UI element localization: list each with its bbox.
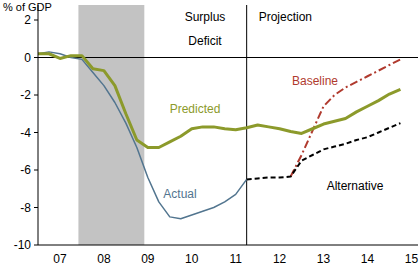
y-tick-label: -6 xyxy=(20,163,31,177)
x-axis-line xyxy=(38,245,418,246)
annotation: Deficit xyxy=(188,34,222,48)
x-tick-label: 14 xyxy=(361,252,375,266)
annotation: Projection xyxy=(259,10,312,24)
x-tick-label: 13 xyxy=(317,252,331,266)
x-tick-label: 11 xyxy=(229,252,242,266)
x-tick-label: 08 xyxy=(97,252,111,266)
y-tick-label: 0 xyxy=(24,51,31,65)
y-tick-label: -8 xyxy=(20,201,31,215)
series-line xyxy=(247,123,401,179)
recession-band xyxy=(78,5,144,245)
y-tick-label: -2 xyxy=(20,88,31,102)
x-tick-label: 10 xyxy=(185,252,199,266)
series-label: Predicted xyxy=(170,102,221,116)
series-label: Alternative xyxy=(327,179,384,193)
x-tick-label: 15 xyxy=(405,252,419,266)
zero-line xyxy=(38,57,418,58)
y-tick-label: 2 xyxy=(24,13,31,27)
x-tick-label: 09 xyxy=(141,252,155,266)
series-label: Baseline xyxy=(292,74,338,88)
series-line xyxy=(38,54,400,148)
y-tick xyxy=(34,170,38,171)
series-line xyxy=(38,52,247,219)
page: {"chart_data": { "type": "line", "y_labe… xyxy=(0,0,420,280)
y-tick xyxy=(34,207,38,208)
y-axis-label: % of GDP xyxy=(3,1,52,13)
y-tick xyxy=(34,245,38,246)
projection-line xyxy=(246,5,247,245)
plot-area xyxy=(38,5,418,245)
x-tick-label: 12 xyxy=(273,252,287,266)
y-tick xyxy=(34,95,38,96)
x-tick-label: 07 xyxy=(53,252,67,266)
series-label: Actual xyxy=(163,187,196,201)
annotation: Surplus xyxy=(185,10,226,24)
y-tick-label: -10 xyxy=(14,238,32,252)
y-tick-label: -4 xyxy=(20,126,31,140)
chart: 2 0 -2 -4 -6 -8 -10 07 08 09 10 11 12 13 14 15 % of GDP S… xyxy=(0,0,420,280)
y-axis-line xyxy=(38,5,39,245)
y-tick xyxy=(34,57,38,58)
y-tick xyxy=(34,132,38,133)
y-tick xyxy=(34,20,38,21)
